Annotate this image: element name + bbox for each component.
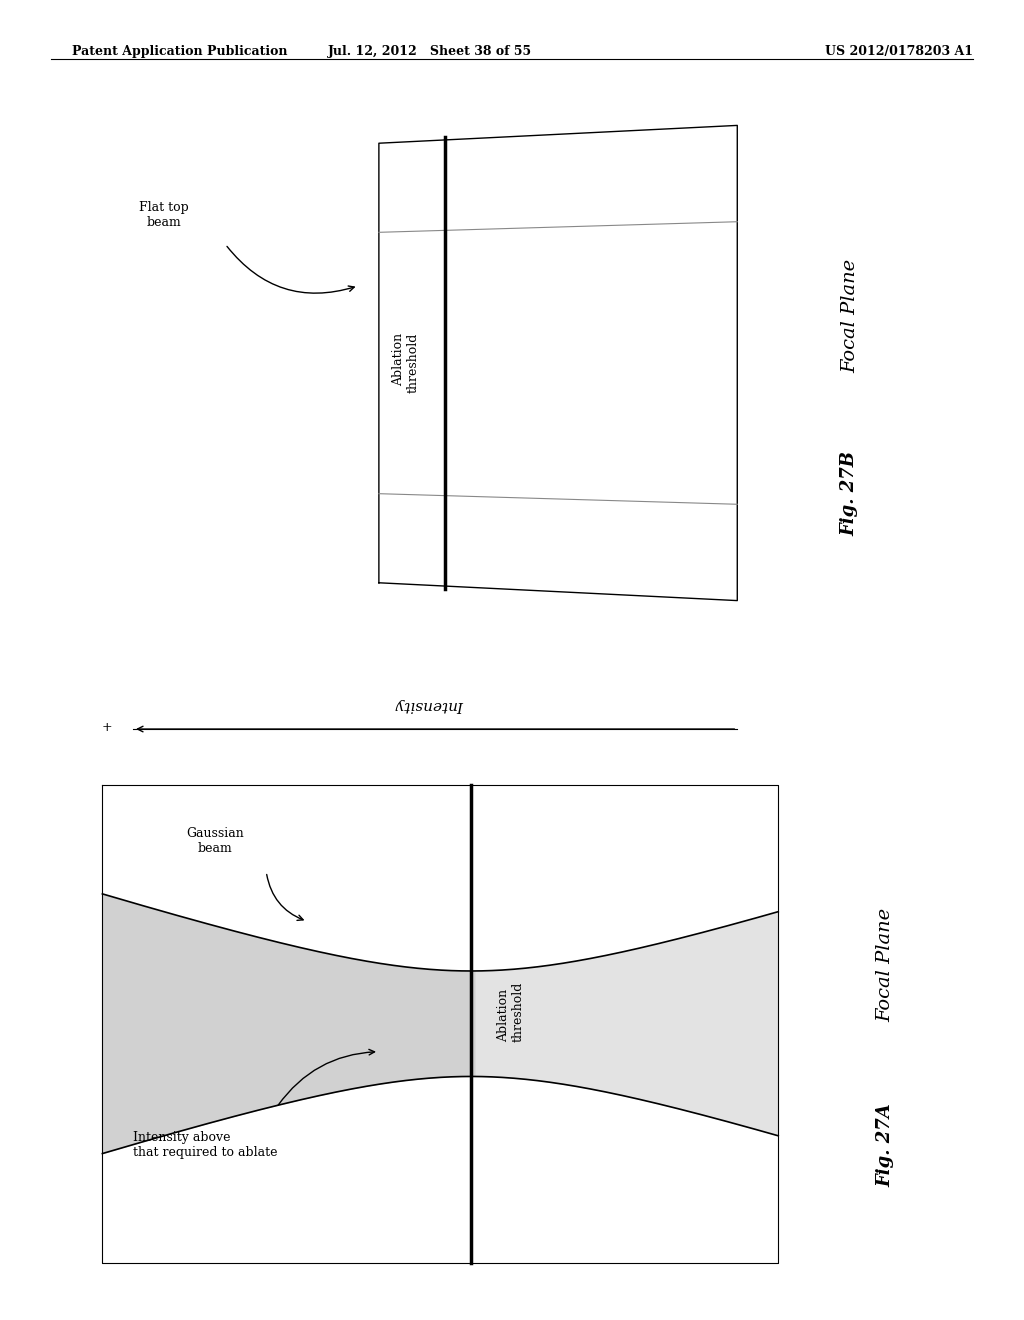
Text: Ablation
threshold: Ablation threshold <box>392 333 420 393</box>
Text: Jul. 12, 2012   Sheet 38 of 55: Jul. 12, 2012 Sheet 38 of 55 <box>328 45 532 58</box>
Text: Fig. 27A: Fig. 27A <box>877 1102 895 1187</box>
Text: Intensity: Intensity <box>396 698 464 711</box>
Text: Focal Plane: Focal Plane <box>877 908 895 1022</box>
Text: Patent Application Publication: Patent Application Publication <box>72 45 287 58</box>
Text: Intensity above
that required to ablate: Intensity above that required to ablate <box>133 1131 278 1159</box>
Text: Focal Plane: Focal Plane <box>841 259 859 372</box>
Text: US 2012/0178203 A1: US 2012/0178203 A1 <box>824 45 973 58</box>
Text: Flat top
beam: Flat top beam <box>139 201 188 228</box>
Text: Gaussian
beam: Gaussian beam <box>186 826 244 855</box>
Text: Fig. 27B: Fig. 27B <box>841 451 859 536</box>
Text: Ablation
threshold: Ablation threshold <box>497 981 524 1041</box>
Text: +: + <box>102 721 113 734</box>
